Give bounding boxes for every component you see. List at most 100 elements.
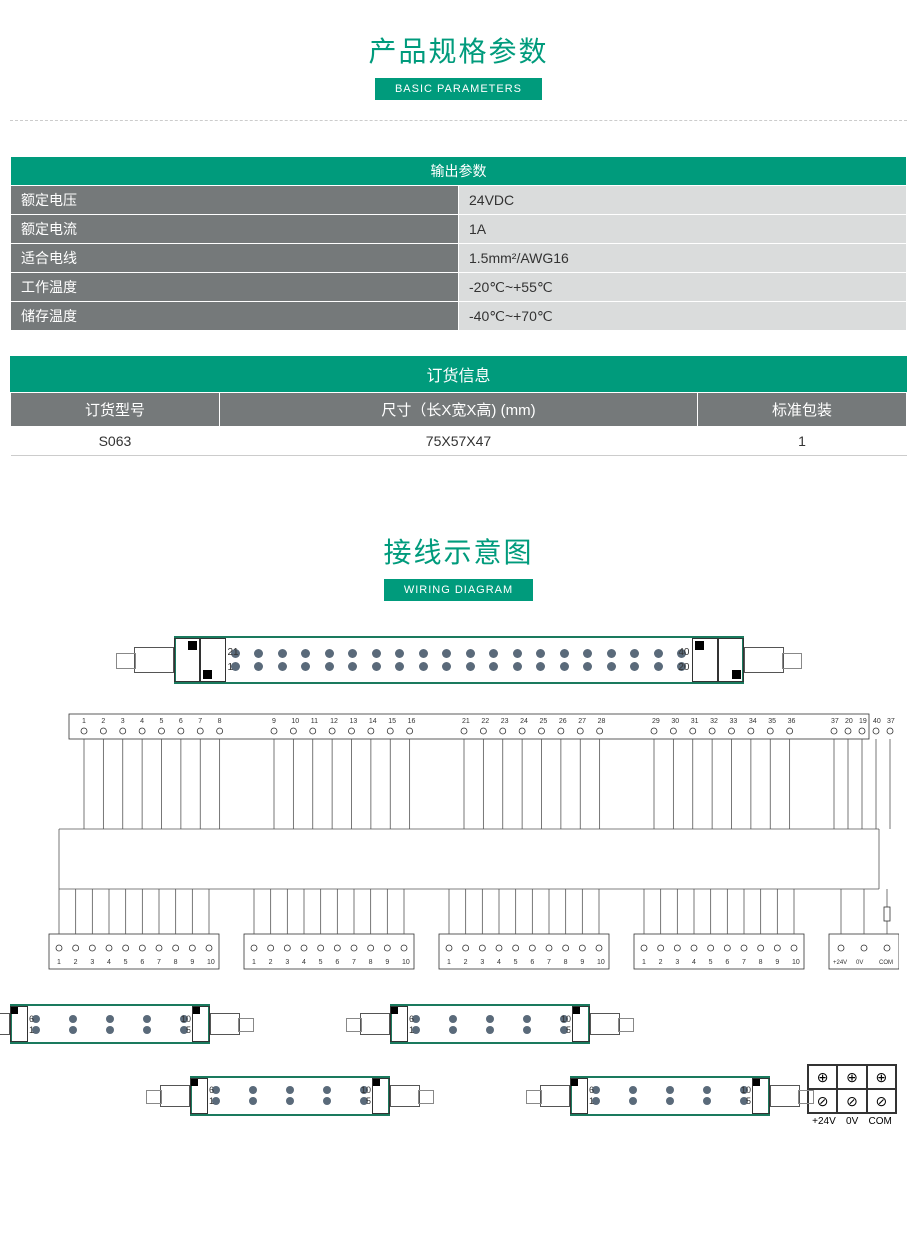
order-cell: 1 bbox=[698, 427, 907, 456]
param-label: 适合电线 bbox=[11, 244, 459, 273]
svg-text:11: 11 bbox=[310, 718, 317, 725]
spec-title-cn: 产品规格参数 bbox=[0, 30, 917, 70]
svg-text:37: 37 bbox=[887, 718, 895, 725]
param-label: 额定电压 bbox=[11, 186, 459, 215]
svg-text:7: 7 bbox=[547, 959, 551, 966]
spec-section-header: 产品规格参数 BASIC PARAMETERS bbox=[0, 0, 917, 105]
svg-text:7: 7 bbox=[198, 718, 202, 725]
pin-label-tr: 40 bbox=[678, 647, 689, 658]
svg-text:14: 14 bbox=[368, 718, 376, 725]
svg-text:6: 6 bbox=[530, 959, 534, 966]
svg-text:1: 1 bbox=[642, 959, 646, 966]
svg-text:2: 2 bbox=[101, 718, 105, 725]
order-cell: S063 bbox=[11, 427, 220, 456]
small-connector: 6 10 1 5 bbox=[390, 1004, 590, 1044]
svg-text:6: 6 bbox=[178, 718, 182, 725]
svg-text:13: 13 bbox=[349, 718, 357, 725]
svg-text:22: 22 bbox=[481, 718, 489, 725]
svg-text:10: 10 bbox=[291, 718, 299, 725]
order-col-header: 订货型号 bbox=[11, 393, 220, 427]
small-connector: 6 10 1 5 bbox=[190, 1076, 390, 1116]
svg-text:5: 5 bbox=[513, 959, 517, 966]
param-value: 1A bbox=[459, 215, 907, 244]
svg-text:24: 24 bbox=[520, 718, 528, 725]
param-value: -40℃~+70℃ bbox=[459, 302, 907, 331]
svg-text:27: 27 bbox=[578, 718, 586, 725]
svg-text:9: 9 bbox=[580, 959, 584, 966]
order-cell: 75X57X47 bbox=[219, 427, 697, 456]
svg-text:6: 6 bbox=[140, 959, 144, 966]
wiring-section-header: 接线示意图 WIRING DIAGRAM bbox=[0, 481, 917, 606]
svg-text:8: 8 bbox=[173, 959, 177, 966]
svg-text:8: 8 bbox=[368, 959, 372, 966]
svg-text:5: 5 bbox=[318, 959, 322, 966]
pin-label-tl: 21 bbox=[228, 647, 239, 658]
table1-header: 输出参数 bbox=[11, 157, 907, 186]
svg-text:10: 10 bbox=[597, 959, 605, 966]
svg-text:7: 7 bbox=[352, 959, 356, 966]
svg-text:5: 5 bbox=[123, 959, 127, 966]
svg-text:5: 5 bbox=[159, 718, 163, 725]
param-value: 24VDC bbox=[459, 186, 907, 215]
divider bbox=[10, 120, 907, 121]
small-connector: 6 10 1 5 bbox=[570, 1076, 770, 1116]
svg-text:25: 25 bbox=[539, 718, 547, 725]
svg-text:10: 10 bbox=[402, 959, 410, 966]
svg-text:3: 3 bbox=[285, 959, 289, 966]
svg-text:26: 26 bbox=[558, 718, 566, 725]
order-info-table-body: 订货型号尺寸（长X宽X高) (mm)标准包装 S06375X57X471 bbox=[10, 392, 907, 456]
svg-text:1: 1 bbox=[57, 959, 61, 966]
svg-text:4: 4 bbox=[140, 718, 144, 725]
output-params-table: 输出参数 额定电压24VDC额定电流1A适合电线1.5mm²/AWG16工作温度… bbox=[10, 156, 907, 331]
svg-text:6: 6 bbox=[725, 959, 729, 966]
svg-text:36: 36 bbox=[787, 718, 795, 725]
svg-text:4: 4 bbox=[107, 959, 111, 966]
svg-text:16: 16 bbox=[407, 718, 415, 725]
small-connector: 6 10 1 5 bbox=[10, 1004, 210, 1044]
svg-text:23: 23 bbox=[500, 718, 508, 725]
svg-text:1: 1 bbox=[82, 718, 86, 725]
svg-text:21: 21 bbox=[462, 718, 470, 725]
order-col-header: 尺寸（长X宽X高) (mm) bbox=[219, 393, 697, 427]
svg-text:2: 2 bbox=[73, 959, 77, 966]
svg-text:12: 12 bbox=[330, 718, 338, 725]
svg-text:7: 7 bbox=[157, 959, 161, 966]
param-label: 储存温度 bbox=[11, 302, 459, 331]
svg-text:33: 33 bbox=[729, 718, 737, 725]
order-info-table: 订货信息 bbox=[10, 356, 907, 392]
param-label: 额定电流 bbox=[11, 215, 459, 244]
svg-text:2: 2 bbox=[463, 959, 467, 966]
svg-text:1: 1 bbox=[447, 959, 451, 966]
wiring-title-cn: 接线示意图 bbox=[0, 531, 917, 571]
svg-text:35: 35 bbox=[768, 718, 776, 725]
svg-text:8: 8 bbox=[758, 959, 762, 966]
svg-text:0V: 0V bbox=[856, 960, 863, 966]
pin-label-bl: 1 bbox=[228, 662, 234, 673]
svg-text:+24V: +24V bbox=[833, 960, 847, 966]
param-value: 1.5mm²/AWG16 bbox=[459, 244, 907, 273]
svg-text:4: 4 bbox=[692, 959, 696, 966]
order-col-header: 标准包装 bbox=[698, 393, 907, 427]
svg-text:10: 10 bbox=[207, 959, 215, 966]
pwr-label-0v: 0V bbox=[846, 1116, 858, 1127]
svg-text:31: 31 bbox=[690, 718, 698, 725]
pwr-label-com: COM bbox=[869, 1116, 892, 1127]
svg-text:2: 2 bbox=[268, 959, 272, 966]
svg-text:34: 34 bbox=[748, 718, 756, 725]
svg-text:2: 2 bbox=[658, 959, 662, 966]
svg-text:3: 3 bbox=[480, 959, 484, 966]
svg-text:1: 1 bbox=[252, 959, 256, 966]
svg-text:8: 8 bbox=[563, 959, 567, 966]
svg-text:40: 40 bbox=[873, 718, 881, 725]
svg-text:5: 5 bbox=[708, 959, 712, 966]
svg-text:9: 9 bbox=[775, 959, 779, 966]
diagram-area: 21 40 1 20 12345678910111213141516212223… bbox=[0, 606, 917, 1162]
spec-title-en: BASIC PARAMETERS bbox=[375, 78, 542, 100]
svg-text:29: 29 bbox=[652, 718, 660, 725]
svg-text:37: 37 bbox=[831, 718, 839, 725]
main-connector: 21 40 1 20 bbox=[10, 636, 907, 684]
svg-text:3: 3 bbox=[90, 959, 94, 966]
svg-text:9: 9 bbox=[385, 959, 389, 966]
svg-text:7: 7 bbox=[742, 959, 746, 966]
svg-text:32: 32 bbox=[710, 718, 718, 725]
